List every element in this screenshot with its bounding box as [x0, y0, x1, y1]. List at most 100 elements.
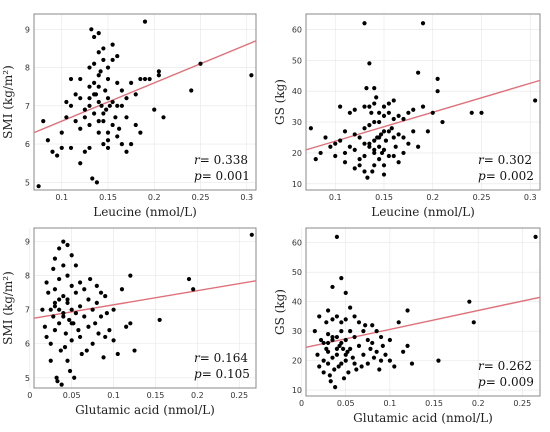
data-point: [318, 337, 324, 343]
data-point: [352, 147, 357, 152]
y-tick-label: 5: [25, 178, 30, 187]
data-point: [69, 307, 74, 312]
data-point: [381, 172, 387, 177]
x-tick-label: 0.2: [472, 399, 485, 408]
data-point: [58, 348, 63, 353]
data-point: [86, 324, 91, 329]
data-point: [377, 367, 382, 372]
data-point: [352, 334, 357, 340]
data-point: [59, 145, 64, 151]
data-point: [129, 80, 134, 85]
y-tick-label: 50: [292, 56, 302, 65]
data-point: [339, 361, 344, 366]
r-value: = 0.262: [484, 359, 532, 373]
y-axis-label: SMI (kg/m²): [1, 271, 15, 345]
data-point: [77, 334, 83, 340]
data-point: [361, 352, 366, 357]
data-point: [40, 307, 45, 312]
data-point: [110, 122, 115, 128]
data-point: [357, 163, 362, 168]
data-point: [401, 135, 406, 140]
data-point: [36, 184, 41, 189]
data-point: [104, 311, 109, 316]
data-point: [84, 348, 89, 353]
data-point: [328, 379, 333, 384]
data-point: [372, 86, 377, 91]
r-statistic: r= 0.302: [478, 153, 532, 167]
data-point: [342, 129, 348, 134]
x-tick-label: 0.3: [524, 193, 537, 202]
data-point: [68, 76, 74, 82]
data-point: [73, 311, 78, 316]
data-point: [117, 126, 122, 131]
data-point: [370, 323, 375, 328]
x-tick-label: 0: [299, 399, 304, 408]
y-tick-label: 40: [292, 87, 302, 96]
x-tick-label: 0.1: [107, 391, 120, 400]
data-point: [99, 103, 104, 108]
data-point: [377, 157, 382, 162]
p-symbol: p: [478, 169, 486, 183]
x-tick-label: 0.1: [55, 193, 68, 202]
data-point: [435, 76, 440, 81]
data-point: [381, 129, 387, 134]
x-tick-label: 0.05: [337, 399, 355, 408]
data-point: [336, 364, 341, 369]
data-point: [94, 283, 99, 288]
data-point: [57, 307, 62, 312]
data-point: [334, 234, 340, 239]
data-point: [406, 110, 411, 115]
x-tick-label: 0.25: [513, 399, 531, 408]
data-point: [78, 96, 83, 101]
data-point: [133, 122, 138, 128]
data-point: [352, 107, 357, 112]
data-point: [315, 352, 320, 357]
y-tick-label: 6: [25, 340, 30, 349]
y-tick-label: 7: [25, 102, 30, 111]
data-point: [321, 340, 326, 346]
data-point: [383, 138, 389, 143]
data-point: [50, 149, 55, 154]
x-tick-labels: 0.1 0.15 0.2 0.25 0.3: [329, 193, 537, 202]
data-point: [365, 361, 370, 366]
data-point: [425, 129, 430, 134]
data-point: [323, 135, 328, 140]
data-point: [386, 101, 391, 106]
data-point: [87, 96, 92, 101]
data-point: [341, 376, 347, 381]
r-value: = 0.302: [484, 153, 532, 167]
y-tick-label: 60: [292, 25, 302, 34]
data-point: [330, 355, 335, 360]
data-point: [321, 370, 326, 375]
data-point: [92, 92, 97, 97]
x-tick-labels: 0.1 0.15 0.2 0.25 0.3: [55, 193, 253, 202]
data-point: [119, 287, 125, 292]
data-point: [59, 130, 64, 135]
data-point: [68, 145, 74, 151]
data-point: [391, 98, 396, 103]
data-point: [65, 273, 70, 278]
data-point: [357, 135, 362, 140]
data-point: [352, 166, 357, 171]
data-point: [396, 320, 401, 325]
data-point: [78, 76, 83, 82]
data-point: [101, 57, 106, 63]
p-statistic: p= 0.009: [478, 375, 534, 389]
data-point: [343, 358, 348, 363]
data-point: [82, 107, 87, 112]
data-point: [142, 19, 148, 24]
data-point: [334, 314, 340, 319]
data-point: [152, 107, 157, 112]
data-point: [405, 343, 410, 348]
r-statistic: r= 0.338: [194, 153, 248, 167]
data-point: [57, 276, 62, 282]
data-point: [343, 337, 348, 343]
data-point: [356, 320, 362, 325]
data-point: [367, 144, 372, 149]
x-tick-label: 0.15: [375, 193, 393, 202]
data-point: [411, 129, 416, 134]
data-point: [73, 119, 78, 124]
p-value: = 0.009: [486, 375, 534, 389]
data-point: [87, 84, 92, 89]
